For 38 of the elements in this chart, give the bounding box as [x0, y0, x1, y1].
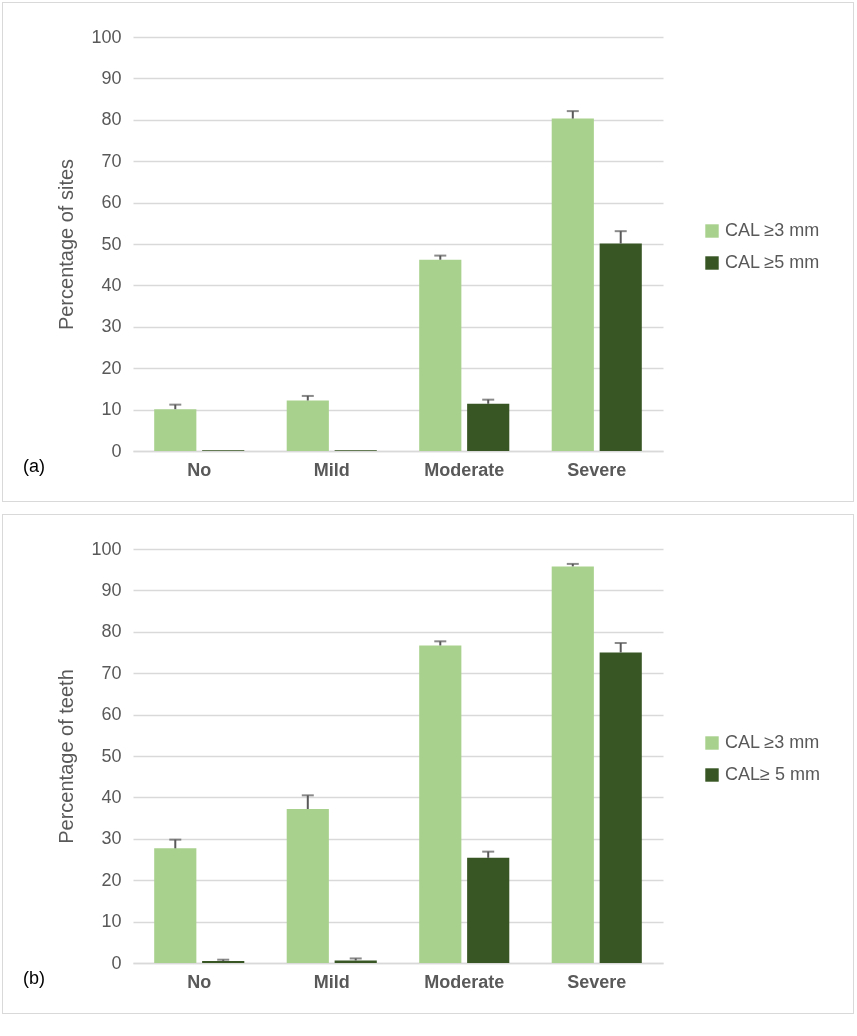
y-tick-label: 30: [101, 828, 122, 849]
y-tick-label: 80: [101, 109, 122, 130]
y-axis-title: Percentage of sites: [55, 158, 78, 331]
y-tick-label: 0: [111, 440, 122, 461]
y-tick-label: 80: [101, 621, 122, 642]
y-tick-label: 20: [101, 357, 122, 378]
y-tick-label: 60: [101, 704, 122, 725]
y-tick-label: 90: [101, 67, 122, 88]
text: (b): [23, 968, 45, 988]
y-tick-label: 10: [101, 911, 122, 932]
y-tick-label: 40: [101, 274, 122, 295]
x-tick-label: Severe: [567, 459, 627, 480]
legend-label: CAL ≥5 mm: [725, 252, 820, 272]
y-tick-label: 60: [101, 192, 122, 213]
legend-label: CAL ≥3 mm: [725, 732, 820, 752]
x-tick-label: Moderate: [424, 459, 505, 480]
y-tick-label: 10: [101, 399, 122, 420]
legend-label: CAL≥ 5 mm: [725, 764, 820, 784]
y-axis-title: Percentage of teeth: [55, 669, 78, 844]
y-tick-label: 100: [91, 538, 122, 559]
x-tick-label: Mild: [313, 459, 350, 480]
y-tick-label: 0: [111, 952, 122, 973]
x-tick-label: Severe: [567, 971, 627, 992]
x-tick-label: Mild: [313, 971, 350, 992]
y-tick-label: 50: [101, 745, 122, 766]
x-tick-label: No: [187, 459, 212, 480]
y-tick-label: 20: [101, 869, 122, 890]
x-tick-label: Moderate: [424, 971, 505, 992]
y-tick-label: 100: [91, 26, 122, 47]
y-tick-label: 50: [101, 233, 122, 254]
y-tick-label: 70: [101, 150, 122, 171]
x-tick-label: No: [187, 971, 212, 992]
legend-label: CAL ≥3 mm: [725, 220, 820, 240]
text: (a): [23, 456, 45, 476]
y-tick-label: 40: [101, 786, 122, 807]
y-tick-label: 30: [101, 316, 122, 337]
y-tick-label: 90: [101, 579, 122, 600]
y-tick-label: 70: [101, 662, 122, 683]
